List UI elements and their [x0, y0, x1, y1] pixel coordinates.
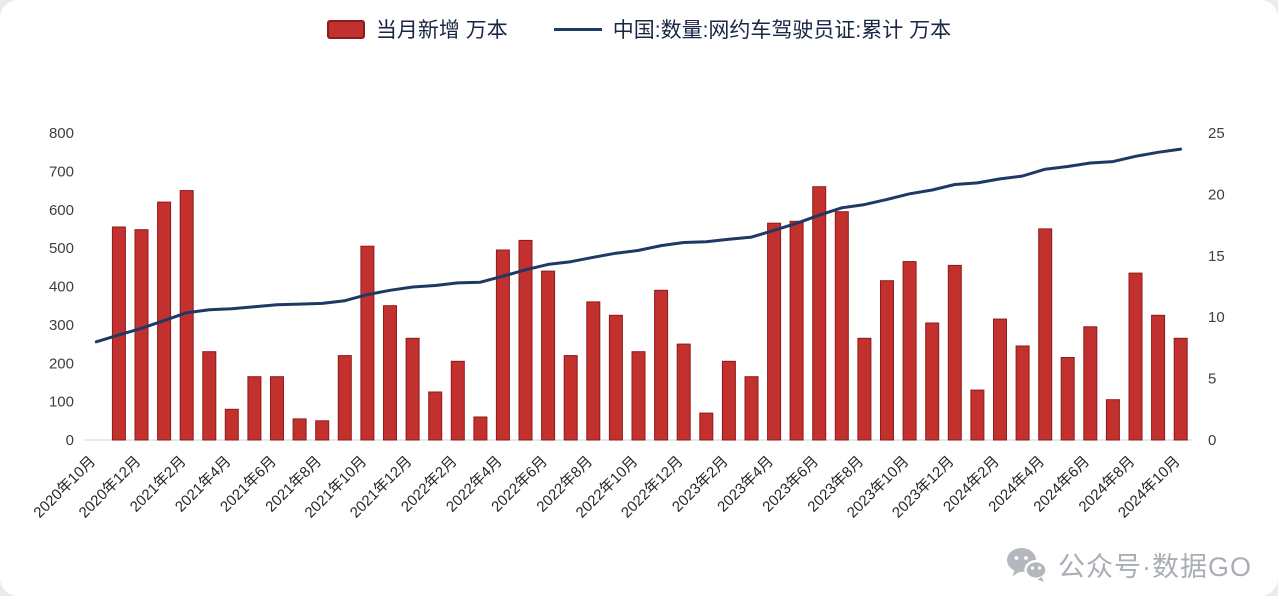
bar-2022年12月 [676, 343, 691, 441]
chart-legend: 当月新增 万本 中国:数量:网约车驾驶员证:累计 万本 [0, 14, 1278, 44]
bar-2023年12月 [947, 264, 962, 441]
bar-2023年2月 [721, 360, 736, 441]
right-axis-tick: 20 [1208, 186, 1225, 203]
legend-line-swatch [553, 27, 602, 31]
bar-2021年12月 [405, 337, 420, 441]
watermark-text: 公众号·数据GO [1058, 552, 1252, 582]
legend-item-line: 中国:数量:网约车驾驶员证:累计 万本 [553, 14, 952, 44]
bar-2021年3月 [202, 351, 217, 441]
bar-2024年6月 [1083, 326, 1098, 441]
bar-2024年4月 [1038, 228, 1053, 441]
wechat-icon [1007, 547, 1048, 582]
right-axis-tick: 15 [1208, 248, 1225, 265]
bar-2021年7月 [292, 418, 307, 441]
bar-2023年7月 [834, 211, 849, 441]
right-axis-tick: 25 [1208, 125, 1225, 142]
left-axis-tick: 500 [49, 240, 74, 257]
bar-2021年5月 [247, 376, 262, 441]
bar-2022年1月 [428, 391, 443, 441]
legend-item-bar: 当月新增 万本 [326, 14, 508, 44]
left-axis-tick: 200 [49, 355, 74, 372]
left-axis-tick: 700 [49, 163, 74, 180]
left-axis-tick: 800 [49, 125, 74, 142]
bar-2022年8月 [586, 301, 601, 441]
left-axis-tick: 400 [49, 279, 74, 296]
bar-2022年7月 [563, 355, 578, 441]
left-axis-tick: 300 [49, 317, 74, 334]
bar-2022年10月 [631, 351, 646, 441]
left-axis-tick: 100 [49, 394, 74, 411]
bar-2023年4月 [767, 222, 782, 441]
bar-2023年6月 [812, 186, 827, 441]
watermark: 公众号·数据GO [1006, 545, 1252, 584]
bar-2023年10月 [902, 261, 917, 441]
bar-2023年8月 [857, 337, 872, 441]
bar-2021年8月 [315, 420, 330, 441]
bar-2021年9月 [337, 355, 352, 441]
left-axis-tick: 0 [66, 432, 74, 449]
bar-2024年2月 [993, 318, 1007, 441]
cumulative-line [94, 147, 1183, 344]
bar-2022年5月 [518, 239, 533, 441]
bar-2022年2月 [450, 360, 465, 441]
bar-2021年11月 [383, 305, 397, 441]
bar-2021年4月 [224, 408, 239, 441]
bar-2021年6月 [270, 376, 284, 441]
bar-2022年4月 [495, 249, 510, 441]
bar-2024年8月 [1128, 272, 1143, 441]
bar-2022年6月 [541, 270, 556, 441]
bar-2024年3月 [1015, 345, 1030, 441]
right-axis-tick: 0 [1208, 432, 1216, 449]
left-axis-tick: 600 [49, 202, 74, 219]
bar-2023年11月 [925, 322, 940, 441]
legend-line-label: 中国:数量:网约车驾驶员证:累计 万本 [612, 19, 952, 42]
right-axis-tick: 5 [1208, 371, 1216, 388]
bar-2024年10月 [1173, 337, 1188, 441]
bar-2022年9月 [608, 314, 623, 441]
bar-2023年9月 [880, 280, 894, 441]
bar-2023年5月 [789, 220, 804, 441]
bar-2021年10月 [360, 245, 375, 441]
legend-bar-swatch [326, 19, 365, 39]
bar-2022年11月 [654, 289, 669, 441]
legend-bar-label: 当月新增 万本 [375, 19, 508, 42]
right-axis-tick: 10 [1208, 309, 1225, 326]
bar-2023年3月 [744, 376, 759, 441]
bar-2024年7月 [1105, 399, 1120, 441]
bar-2023年1月 [699, 412, 714, 441]
bar-2024年1月 [970, 389, 985, 441]
bar-2022年3月 [473, 416, 488, 441]
bar-2024年9月 [1151, 314, 1166, 441]
bar-2024年5月 [1060, 357, 1075, 441]
bar-2020年12月 [134, 229, 149, 441]
